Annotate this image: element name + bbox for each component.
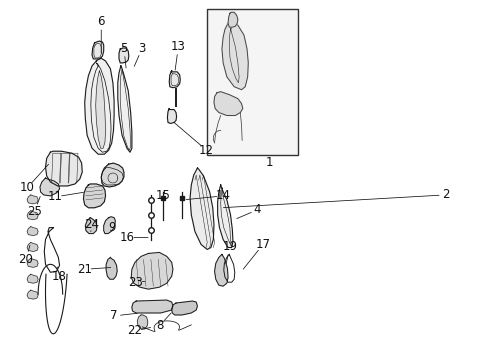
Polygon shape (40, 178, 60, 196)
Text: 15: 15 (155, 189, 170, 202)
Polygon shape (106, 257, 117, 279)
Polygon shape (167, 109, 176, 123)
Polygon shape (222, 20, 248, 90)
Polygon shape (214, 92, 242, 116)
Polygon shape (27, 274, 38, 283)
Polygon shape (45, 151, 82, 186)
Bar (207, 9, 297, 155)
Text: 4: 4 (253, 203, 261, 216)
Polygon shape (103, 217, 115, 234)
Polygon shape (27, 243, 38, 251)
Text: 11: 11 (48, 190, 62, 203)
Text: 23: 23 (128, 276, 142, 289)
Polygon shape (101, 163, 123, 187)
Text: 25: 25 (27, 205, 42, 218)
Text: 21: 21 (77, 263, 92, 276)
Polygon shape (92, 41, 103, 59)
Polygon shape (85, 218, 97, 234)
Text: 6: 6 (97, 15, 105, 28)
Text: 10: 10 (20, 181, 35, 194)
Text: 1: 1 (265, 156, 272, 168)
Text: 14: 14 (215, 189, 230, 202)
Text: 17: 17 (255, 238, 270, 251)
Text: 2: 2 (441, 188, 448, 201)
Polygon shape (27, 258, 38, 267)
Text: 19: 19 (222, 240, 237, 253)
Polygon shape (131, 252, 173, 289)
Polygon shape (190, 168, 214, 249)
Polygon shape (83, 184, 105, 208)
Polygon shape (217, 185, 232, 247)
Text: 7: 7 (110, 310, 118, 323)
Polygon shape (132, 300, 173, 313)
Text: 9: 9 (108, 221, 116, 234)
Text: 8: 8 (156, 319, 163, 332)
Text: 22: 22 (127, 324, 142, 337)
Polygon shape (118, 66, 132, 152)
Text: 5: 5 (120, 41, 127, 54)
Text: 13: 13 (171, 40, 185, 53)
Text: 3: 3 (138, 41, 146, 54)
Polygon shape (214, 255, 227, 286)
Polygon shape (137, 315, 147, 329)
Polygon shape (27, 290, 38, 299)
Text: 20: 20 (19, 253, 33, 266)
Text: 16: 16 (120, 231, 135, 244)
Polygon shape (27, 227, 38, 235)
Polygon shape (171, 301, 197, 315)
Text: 12: 12 (199, 144, 214, 157)
Text: 24: 24 (84, 218, 99, 231)
Polygon shape (169, 71, 180, 88)
Polygon shape (96, 71, 105, 148)
Polygon shape (27, 211, 38, 220)
Polygon shape (84, 58, 114, 154)
Text: 18: 18 (52, 270, 67, 283)
Polygon shape (27, 195, 38, 204)
Polygon shape (227, 12, 237, 27)
Polygon shape (119, 48, 128, 63)
